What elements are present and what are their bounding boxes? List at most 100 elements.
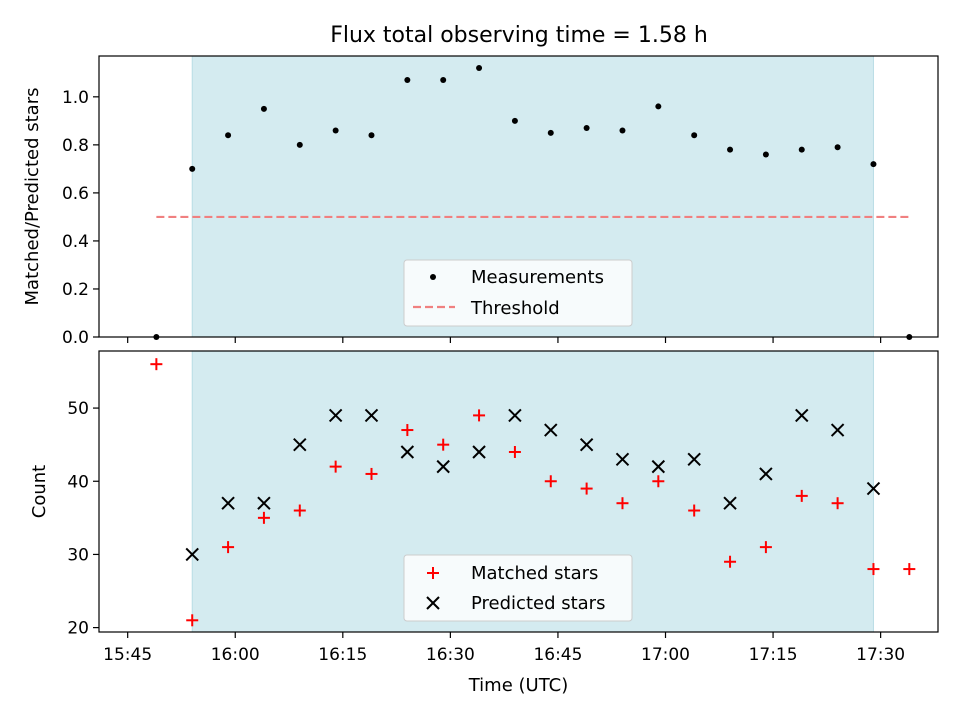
y-tick-label: 0.2: [62, 280, 89, 300]
measurement-point: [511, 117, 518, 124]
legend-label-measurements: Measurements: [471, 267, 604, 288]
measurement-point: [189, 165, 196, 172]
matched-star-point: [867, 563, 880, 576]
y-tick-label: 30: [67, 545, 89, 565]
cross-stroke: [472, 445, 486, 459]
count-y-ticks: 20 30 40 50: [67, 399, 99, 639]
matched-star-point: [293, 504, 306, 517]
legend-label-matched-stars: Matched stars: [471, 563, 598, 584]
predicted-star-point: [400, 445, 415, 459]
measurement-point: [440, 77, 447, 84]
matched-star-point: [724, 555, 737, 568]
x-tick-label: 17:00: [641, 645, 690, 665]
matched-star-point: [759, 541, 772, 554]
ratio-y-ticks: 0.0 0.2 0.4 0.6 0.8 1.0: [62, 88, 99, 348]
predicted-star-point: [544, 423, 558, 437]
x-tick-label: 17:30: [856, 645, 905, 665]
measurement-points: [153, 65, 913, 340]
ratio-y-axis-label: Matched/Predicted stars: [22, 88, 43, 306]
matched-star-point: [437, 438, 450, 451]
predicted-star-point: [579, 437, 594, 452]
matched-star-points: [150, 358, 916, 627]
measurement-point: [798, 146, 805, 153]
y-tick-label: 50: [67, 399, 89, 419]
measurement-point: [762, 151, 769, 158]
measurement-point: [547, 129, 554, 136]
count-axes-frame: [98, 350, 939, 633]
predicted-star-point: [257, 496, 271, 510]
measurement-point: [834, 144, 841, 151]
matched-star-point: [365, 467, 378, 480]
measurement-point: [619, 127, 626, 134]
cross-stroke: [221, 496, 235, 510]
matched-star-point: [580, 482, 593, 495]
cross-stroke: [436, 459, 450, 474]
ratio-panel: 0.0 0.2 0.4 0.6 0.8 1.0 Matched/Predicted sta…: [22, 55, 939, 348]
matched-star-point: [473, 409, 486, 422]
cross-stroke: [185, 547, 199, 562]
y-tick-label: 0.6: [62, 184, 89, 204]
matched-star-point: [257, 511, 270, 524]
predicted-star-point: [436, 459, 450, 474]
matched-star-point: [616, 497, 629, 510]
measurement-point: [476, 65, 483, 72]
cross-stroke: [579, 437, 594, 452]
matched-star-point: [652, 475, 665, 488]
legend-marker-measurements: [430, 274, 436, 280]
y-tick-label: 0.4: [62, 232, 89, 252]
predicted-star-points: [185, 408, 881, 562]
cross-stroke: [866, 481, 881, 496]
ratio-axes-frame: [98, 55, 939, 338]
matched-star-point: [401, 424, 414, 437]
predicted-star-point: [364, 408, 379, 423]
measurement-point: [296, 141, 303, 148]
predicted-star-point: [723, 496, 737, 510]
cross-stroke: [795, 408, 809, 423]
y-tick-label: 40: [67, 472, 89, 492]
chart-title: Flux total observing time = 1.58 h: [330, 23, 708, 48]
y-tick-label: 0.0: [62, 328, 89, 348]
count-legend: Matched stars Predicted stars: [403, 554, 633, 622]
cross-stroke: [364, 408, 379, 423]
x-tick-label: 16:30: [426, 645, 475, 665]
matched-star-point: [688, 504, 701, 517]
predicted-star-point: [651, 459, 666, 474]
predicted-star-point: [687, 452, 701, 467]
cross-stroke: [830, 423, 845, 437]
legend-label-predicted-stars: Predicted stars: [471, 593, 605, 614]
x-tick-label: 16:15: [318, 645, 367, 665]
matched-star-point: [186, 614, 199, 627]
measurement-point: [655, 103, 662, 110]
measurement-point: [583, 125, 590, 132]
matched-star-point: [150, 358, 163, 371]
predicted-star-point: [185, 547, 199, 562]
ratio-legend-box: [403, 259, 633, 327]
measurement-point: [870, 161, 877, 168]
matched-star-point: [831, 497, 844, 510]
ratio-legend: Measurements Threshold: [403, 259, 633, 327]
measurement-point: [260, 105, 267, 112]
predicted-star-point: [615, 452, 630, 467]
predicted-star-point: [866, 481, 881, 496]
x-tick-label: 17:15: [749, 645, 798, 665]
x-tick-label: 16:45: [533, 645, 582, 665]
cross-stroke: [687, 452, 701, 467]
matched-star-point: [329, 460, 342, 473]
cross-stroke: [759, 467, 773, 481]
measurement-point: [332, 127, 339, 134]
predicted-star-point: [759, 467, 773, 481]
matched-star-point: [903, 563, 916, 576]
cross-stroke: [426, 596, 440, 610]
cross-stroke: [293, 437, 307, 452]
x-tick-label: 16:00: [211, 645, 260, 665]
cross-stroke: [257, 496, 271, 510]
cross-stroke: [400, 445, 415, 459]
matched-star-point: [544, 475, 557, 488]
count-legend-box: [403, 554, 633, 622]
legend-label-threshold: Threshold: [470, 298, 560, 319]
matched-star-point: [508, 445, 521, 458]
y-tick-label: 0.8: [62, 136, 89, 156]
cross-stroke: [328, 408, 343, 423]
measurement-point: [404, 77, 411, 84]
